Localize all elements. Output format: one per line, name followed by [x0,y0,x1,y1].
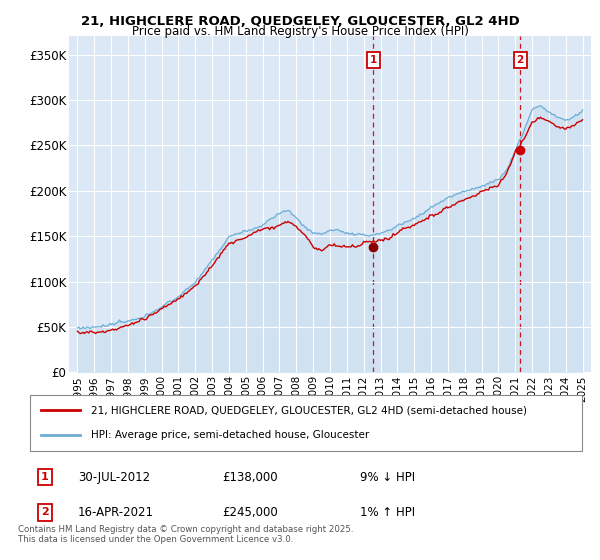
Text: 9% ↓ HPI: 9% ↓ HPI [360,470,415,484]
Text: 2: 2 [41,507,49,517]
FancyBboxPatch shape [30,395,582,451]
Text: 30-JUL-2012: 30-JUL-2012 [78,470,150,484]
Text: Contains HM Land Registry data © Crown copyright and database right 2025.
This d: Contains HM Land Registry data © Crown c… [18,525,353,544]
Text: 1: 1 [370,55,377,65]
Text: Price paid vs. HM Land Registry's House Price Index (HPI): Price paid vs. HM Land Registry's House … [131,25,469,38]
Text: 21, HIGHCLERE ROAD, QUEDGELEY, GLOUCESTER, GL2 4HD (semi-detached house): 21, HIGHCLERE ROAD, QUEDGELEY, GLOUCESTE… [91,405,527,416]
Text: 1: 1 [41,472,49,482]
Text: £245,000: £245,000 [222,506,278,519]
Text: HPI: Average price, semi-detached house, Gloucester: HPI: Average price, semi-detached house,… [91,430,369,440]
Text: 21, HIGHCLERE ROAD, QUEDGELEY, GLOUCESTER, GL2 4HD: 21, HIGHCLERE ROAD, QUEDGELEY, GLOUCESTE… [80,15,520,28]
Text: 2: 2 [517,55,524,65]
Text: 16-APR-2021: 16-APR-2021 [78,506,154,519]
Text: 1% ↑ HPI: 1% ↑ HPI [360,506,415,519]
Text: £138,000: £138,000 [222,470,278,484]
